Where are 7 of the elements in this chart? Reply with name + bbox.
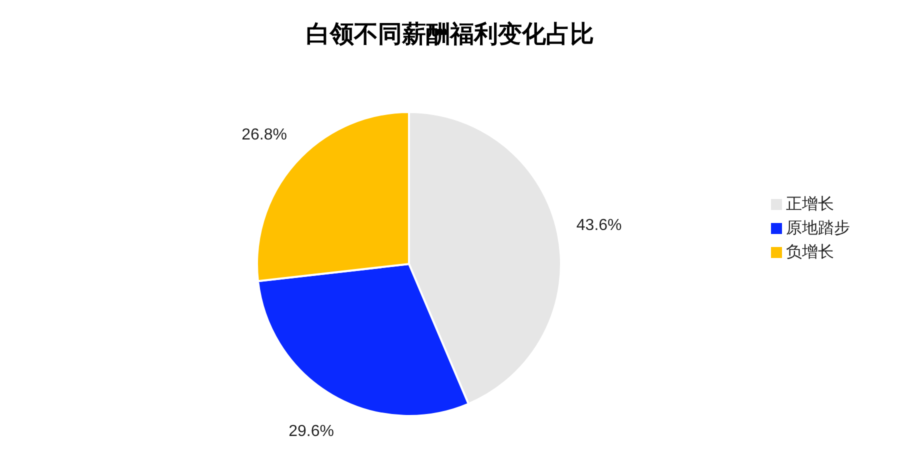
chart-title: 白领不同薪酬福利变化占比 bbox=[305, 20, 595, 50]
legend-label: 负增长 bbox=[786, 244, 834, 260]
data-label: 26.8% bbox=[242, 126, 287, 144]
legend-label: 正增长 bbox=[786, 196, 834, 212]
legend-label: 原地踏步 bbox=[786, 220, 850, 236]
data-label: 29.6% bbox=[288, 423, 334, 440]
data-label: 43.6% bbox=[576, 216, 622, 234]
